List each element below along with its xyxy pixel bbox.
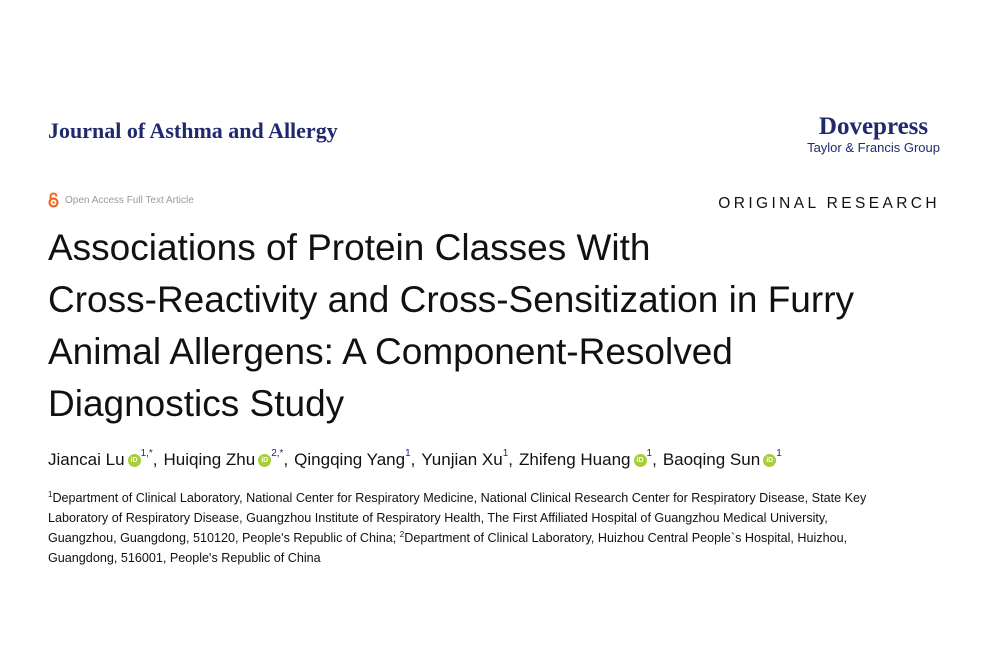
separator: , (152, 450, 158, 469)
publisher-group: Taylor & Francis Group (807, 140, 940, 155)
author-affiliation-marker: 1,* (140, 448, 153, 459)
orcid-icon[interactable]: iD (763, 454, 777, 468)
title-line: Cross-Reactivity and Cross-Sensitization… (48, 279, 855, 320)
orcid-icon[interactable]: iD (127, 454, 141, 468)
separator: , (652, 450, 657, 469)
affiliation-text: Laboratory of Respiratory Disease, Guang… (48, 511, 828, 525)
open-access-badge: Open Access Full Text Article (48, 192, 194, 208)
publisher-name: Dovepress (818, 113, 929, 140)
journal-name: Journal of Asthma and Allergy (48, 118, 338, 143)
open-access-lock-icon (48, 192, 59, 208)
separator: , (283, 450, 289, 469)
article-title: Associations of Protein Classes With Cro… (48, 222, 854, 430)
author-name: Jiancai Lu (48, 450, 125, 469)
affiliation-text: Guangdong, 516001, People's Republic of … (48, 551, 321, 565)
author-affiliation-marker: 1 (502, 448, 509, 459)
author-name: Huiqing Zhu (163, 450, 256, 469)
affiliation-text: Department of Clinical Laboratory, Natio… (52, 491, 867, 505)
article-type: ORIGINAL RESEARCH (718, 195, 940, 212)
title-line: Animal Allergens: A Component-Resolved (48, 331, 733, 372)
author-affiliation-marker: 1 (405, 448, 411, 459)
author-name: Baoqing Sun (662, 450, 761, 469)
title-line: Diagnostics Study (48, 383, 345, 424)
publisher-logo: Dovepress Taylor & Francis Group (807, 114, 940, 156)
orcid-icon[interactable]: iD (258, 454, 272, 468)
author-name: Yunjian Xu (421, 450, 503, 469)
affiliation-marker: 2 (399, 530, 405, 539)
separator: , (410, 450, 416, 469)
author: Qingqing Yang1, (294, 448, 421, 470)
title-line: Associations of Protein Classes With (48, 227, 651, 268)
author: Jiancai Lu iD1,*, (48, 448, 164, 470)
affiliation-text: Guangzhou, Guangdong, 510120, People's R… (48, 531, 400, 545)
affiliations: 1Department of Clinical Laboratory, Nati… (48, 488, 866, 568)
separator: , (508, 450, 513, 469)
author-affiliation-marker: 1 (776, 448, 782, 459)
author-name: Qingqing Yang (294, 450, 406, 469)
author-list: Jiancai Lu iD1,*, Huiqing Zhu iD2,*, Qingqin… (48, 448, 782, 470)
author: Zhifeng Huang iD1, (518, 448, 663, 470)
author-affiliation-marker: 1 (646, 448, 653, 459)
author: Huiqing Zhu iD2,*, (163, 448, 295, 470)
orcid-icon[interactable]: iD (633, 454, 647, 468)
author: Baoqing Sun iD1 (662, 448, 782, 470)
open-access-label: Open Access Full Text Article (65, 194, 194, 206)
author-affiliation-marker: 2,* (271, 448, 284, 459)
affiliation-marker: 1 (48, 490, 53, 499)
affiliation-text: Department of Clinical Laboratory, Huizh… (404, 531, 848, 545)
author: Yunjian Xu1, (421, 448, 519, 470)
author-name: Zhifeng Huang (518, 450, 631, 469)
